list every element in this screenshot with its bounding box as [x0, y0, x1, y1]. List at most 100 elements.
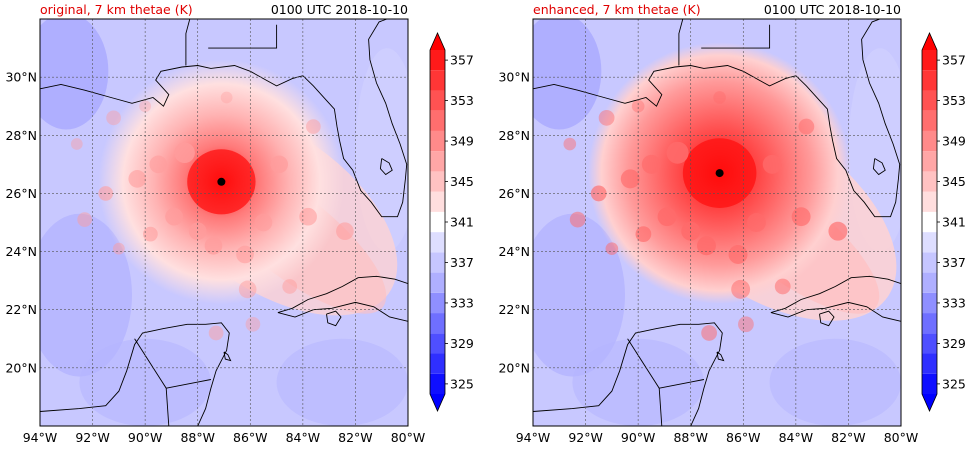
field-convective-cell: [697, 236, 716, 256]
field-convective-cell: [798, 118, 815, 135]
colorbar-bin: [430, 110, 445, 131]
field-convective-cell: [70, 138, 83, 150]
colorbar-bin: [922, 171, 937, 192]
colorbar-tick-label: 357: [450, 53, 474, 68]
x-tick-label: 82°W: [831, 430, 866, 445]
colorbar-bin: [430, 50, 445, 71]
colorbar-tick-label: 325: [450, 376, 474, 391]
coastline: [208, 24, 278, 49]
coastline: [326, 310, 342, 327]
x-tick-label: 94°W: [516, 430, 551, 445]
colorbar-tick-label: 333: [450, 295, 474, 310]
coastline: [40, 19, 408, 218]
colorbar-extend-max: [430, 33, 445, 50]
colorbar-tick-label: 345: [942, 174, 966, 189]
map-area: [40, 19, 408, 426]
panel-title-left: original, 7 km thetae (K): [40, 2, 193, 17]
y-tick-label: 26°N: [498, 186, 530, 201]
y-tick-label: 22°N: [498, 302, 530, 317]
panel-enhanced: enhanced, 7 km thetae (K) 0100 UTC 2018-…: [498, 2, 965, 445]
coastline: [770, 301, 901, 322]
colorbar-tick-label: 341: [450, 215, 474, 230]
coastline: [716, 351, 725, 362]
x-tick-label: 82°W: [338, 430, 373, 445]
colorbar-bin: [430, 151, 445, 172]
coastline: [223, 351, 232, 362]
y-tick-label: 30°N: [498, 70, 530, 85]
y-tick-label: 20°N: [498, 360, 530, 375]
x-tick-label: 80°W: [884, 430, 919, 445]
panel-title-right: 0100 UTC 2018-10-10: [271, 2, 408, 17]
field-convective-cell: [605, 242, 619, 255]
colorbar-bin: [922, 272, 937, 293]
coastline: [819, 310, 835, 327]
y-tick-label: 26°N: [5, 186, 37, 201]
colorbar-tick-label: 353: [942, 93, 966, 108]
map-frame: [532, 18, 902, 427]
field-convective-cell: [238, 280, 257, 299]
field-convective-cell: [635, 226, 652, 243]
x-tick-label: 88°W: [180, 430, 215, 445]
map-frame: [39, 18, 409, 427]
field-convective-cell: [149, 155, 168, 174]
field-convective-cell: [746, 213, 766, 232]
y-tick-label: 24°N: [498, 244, 530, 259]
field-cool-region: [40, 19, 109, 130]
colorbar-bin: [430, 232, 445, 253]
field-convective-cell: [77, 212, 93, 227]
field-convective-cell: [657, 207, 677, 227]
field-convective-cell: [236, 245, 254, 264]
y-tick-label: 28°N: [498, 128, 530, 143]
coastline: [678, 19, 684, 66]
field-convective-cell: [641, 154, 661, 174]
field-convective-cell: [336, 222, 354, 241]
field-convective-cell: [728, 245, 748, 264]
colorbar-bin: [922, 211, 937, 233]
colorbar-bin: [922, 232, 937, 253]
colorbar-bin: [922, 50, 937, 71]
x-tick-label: 92°W: [568, 430, 603, 445]
field-convective-cell: [791, 207, 811, 227]
colorbar-bin: [922, 333, 937, 354]
field-convective-cell: [282, 279, 298, 294]
field-convective-cell: [713, 91, 726, 104]
field-convective-cell: [731, 279, 751, 299]
coastline: [701, 24, 771, 49]
colorbar-bin: [922, 110, 937, 131]
coastline: [872, 158, 886, 176]
colorbar-outline: [921, 32, 938, 412]
colorbar-extend-min: [430, 394, 445, 411]
colorbar-bin: [922, 252, 937, 273]
field-convective-cell: [569, 211, 586, 228]
colorbar-tick-label: 341: [942, 215, 966, 230]
colorbar-bin: [430, 171, 445, 192]
colorbar-extend-max: [922, 33, 937, 50]
y-tick-label: 24°N: [5, 244, 37, 259]
panel-original: original, 7 km thetae (K) 0100 UTC 2018-…: [5, 2, 473, 445]
colorbar-bin: [922, 90, 937, 111]
coastline: [277, 275, 408, 314]
colorbar-bin: [430, 191, 445, 212]
x-tick-label: 92°W: [75, 430, 110, 445]
colorbar-bin: [430, 353, 445, 374]
field-convective-cell: [208, 325, 224, 341]
x-tick-label: 84°W: [286, 430, 321, 445]
coastline: [770, 275, 901, 314]
x-tick-label: 90°W: [128, 430, 163, 445]
colorbar-bin: [922, 313, 937, 334]
coastline: [659, 379, 704, 389]
colorbar-tick-label: 325: [942, 376, 966, 391]
field-convective-cell: [106, 110, 121, 126]
field-convective-cell: [563, 137, 577, 151]
field-convective-cell: [139, 100, 152, 113]
x-tick-label: 86°W: [233, 430, 268, 445]
colorbar-bin: [922, 292, 937, 314]
field-convective-cell: [701, 325, 717, 341]
field-convective-cell: [828, 221, 848, 241]
field-convective-cell: [762, 154, 782, 174]
colorbar-bin: [430, 333, 445, 354]
panel-title-left: enhanced, 7 km thetae (K): [533, 2, 701, 17]
coastline: [277, 301, 408, 322]
x-tick-label: 94°W: [23, 430, 58, 445]
x-tick-label: 88°W: [673, 430, 708, 445]
